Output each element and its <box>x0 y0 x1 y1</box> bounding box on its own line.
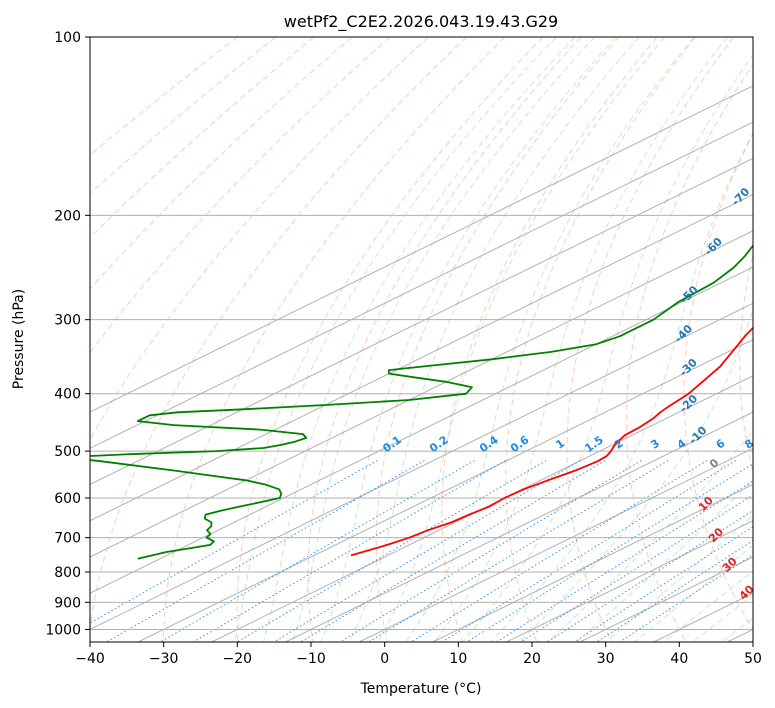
moist-adiabat-line <box>291 37 596 642</box>
moist-adiabat-line <box>576 479 753 642</box>
moist-adiabat-line <box>348 37 640 642</box>
mixing-ratio-line <box>160 460 475 642</box>
pressure-grid <box>90 37 753 630</box>
isotherm-line <box>90 194 753 522</box>
mixing-ratio-line <box>339 460 642 642</box>
y-tick-label: 100 <box>54 30 81 46</box>
x-tick-label: 30 <box>597 651 615 667</box>
mixing-ratio-line <box>273 460 581 642</box>
x-tick-label: −30 <box>149 651 179 667</box>
moist-adiabat-line <box>691 594 753 642</box>
y-tick-label: 900 <box>54 595 81 611</box>
x-axis: −40 −30 −20 −10 0 10 20 30 40 50 <box>75 642 762 667</box>
mixing-ratio-line <box>574 526 753 642</box>
dry-adiabat-line <box>441 37 658 642</box>
chart-title: wetPf2_C2E2.2026.043.19.43.G29 <box>284 12 558 32</box>
moist-adiabat-line <box>461 54 753 642</box>
isotherm-line <box>506 520 753 642</box>
y-tick-label: 600 <box>54 491 81 507</box>
isotherm-line <box>90 85 753 413</box>
plot-area-background <box>90 37 753 642</box>
mixing-ratio-line <box>90 460 378 624</box>
moist-adiabat-line <box>490 132 753 642</box>
dry-adiabat-line <box>90 37 353 290</box>
mixing-ratio-line <box>466 463 753 642</box>
x-axis-title: Temperature (°C) <box>360 681 482 697</box>
y-tick-label: 500 <box>54 444 81 460</box>
isotherm-line <box>137 338 753 642</box>
y-tick-label: 700 <box>54 531 81 547</box>
moist-adiabat-line <box>547 429 753 642</box>
moist-adiabat-line <box>263 37 576 642</box>
temperature-profile-line <box>350 326 753 557</box>
mixing-ratio-line <box>496 480 753 642</box>
y-axis: 100 200 300 400 500 600 700 800 900 1000 <box>45 30 90 638</box>
dry-adiabat-line <box>307 37 582 642</box>
dry-adiabat-line <box>505 37 696 642</box>
mixing-ratio-label: 8 <box>742 437 756 452</box>
moist-adiabat-line <box>320 37 617 642</box>
profile-series <box>90 244 753 560</box>
x-tick-label: 10 <box>449 651 467 667</box>
y-tick-label: 800 <box>54 565 81 581</box>
dewpoint-profile-line <box>90 244 753 560</box>
isotherm-line <box>211 375 753 642</box>
dry-adiabat-line <box>566 37 734 642</box>
isotherm-line <box>90 157 753 486</box>
y-tick-label: 400 <box>54 387 81 403</box>
isotherm-line <box>285 411 753 642</box>
x-tick-label: −10 <box>296 651 326 667</box>
isotherm-line <box>90 121 753 449</box>
moist-adiabat-line <box>662 570 753 642</box>
y-tick-label: 300 <box>54 313 81 329</box>
dry-adiabat-line <box>739 252 753 474</box>
mixing-ratio-line <box>193 460 506 642</box>
x-tick-label: 40 <box>670 651 688 667</box>
isotherm-line <box>90 302 753 631</box>
moist-adiabat-line <box>433 37 728 642</box>
isotherm-line <box>90 266 753 594</box>
dry-adiabat-line <box>90 37 315 239</box>
dry-adiabat-line <box>90 37 238 156</box>
mixing-ratio-line <box>106 460 425 642</box>
background-lines <box>90 37 753 642</box>
dry-adiabat-line <box>236 37 544 642</box>
isotherm-line <box>432 483 753 642</box>
moist-adiabat-line <box>405 37 695 642</box>
dry-adiabat-line <box>375 37 620 642</box>
x-tick-label: 20 <box>523 651 541 667</box>
isotherm-line <box>358 447 753 642</box>
mixing-ratio-line <box>596 539 753 642</box>
mixing-ratio-line <box>441 460 736 642</box>
y-axis-title: Pressure (hPa) <box>11 289 27 389</box>
x-tick-label: 50 <box>744 651 762 667</box>
isotherm-line <box>90 230 753 558</box>
dry-adiabat-line <box>683 132 753 631</box>
y-tick-label: 1000 <box>45 622 81 638</box>
dry-adiabat-line <box>90 37 429 441</box>
plot-frame <box>89 36 754 643</box>
dry-adiabat-line <box>162 37 505 642</box>
x-tick-label: −40 <box>75 651 105 667</box>
x-tick-label: 0 <box>380 651 389 667</box>
dry-adiabat-line <box>625 63 753 642</box>
moist-adiabat-line <box>234 37 557 642</box>
dry-adiabat-line <box>90 37 467 634</box>
mixing-ratio-line <box>368 460 669 642</box>
moist-adiabat-line <box>518 307 753 642</box>
x-tick-label: −20 <box>223 651 253 667</box>
y-tick-label: 200 <box>54 208 81 224</box>
